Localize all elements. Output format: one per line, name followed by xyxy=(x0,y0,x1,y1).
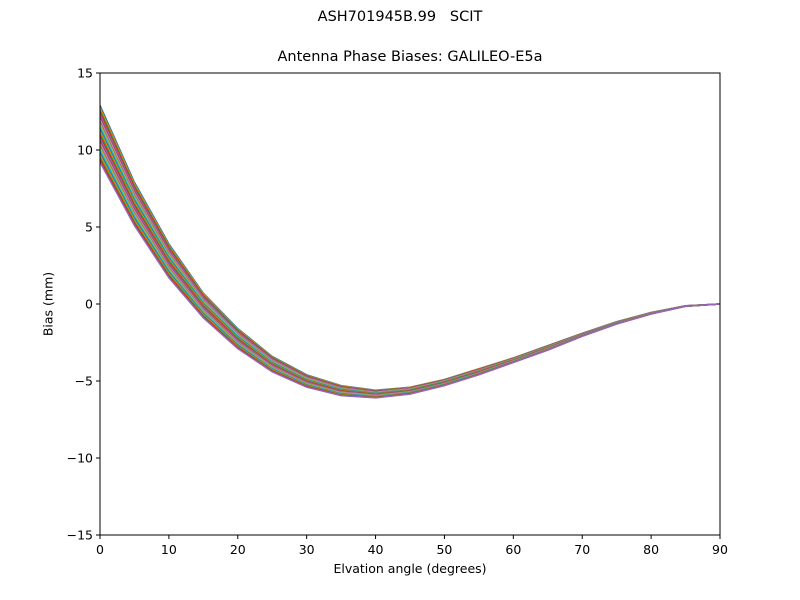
bias-series-line xyxy=(99,138,721,396)
x-tick: 40 xyxy=(368,535,384,557)
x-tick: 90 xyxy=(712,535,728,557)
x-tick: 0 xyxy=(96,535,104,557)
bias-series-line xyxy=(99,121,721,394)
bias-lines xyxy=(99,104,721,399)
bias-series-line xyxy=(99,107,721,392)
bias-series-line xyxy=(99,135,721,396)
bias-series-line xyxy=(99,109,721,392)
x-tick: 30 xyxy=(299,535,315,557)
x-axis-ticks: 0 10 20 30 40 50 60 70 80 90 xyxy=(96,535,728,557)
bias-series-line xyxy=(99,112,721,392)
y-axis-ticks: 15 10 5 0 −5 −10 −15 xyxy=(67,66,100,543)
bias-series-line xyxy=(99,133,721,395)
svg-text:0: 0 xyxy=(85,297,93,312)
y-tick: 5 xyxy=(85,220,100,235)
bias-series-line xyxy=(99,140,721,396)
y-tick: −15 xyxy=(67,528,100,543)
bias-series-line xyxy=(99,128,721,395)
bias-series-line xyxy=(99,147,721,397)
svg-text:50: 50 xyxy=(436,542,452,557)
x-tick: 70 xyxy=(574,535,590,557)
x-tick: 80 xyxy=(643,535,659,557)
bias-series-line xyxy=(99,104,721,391)
y-tick: 0 xyxy=(85,297,100,312)
bias-series-line xyxy=(99,152,721,398)
y-tick: 10 xyxy=(77,143,100,158)
x-tick: 10 xyxy=(161,535,177,557)
svg-text:80: 80 xyxy=(643,542,659,557)
bias-series-line xyxy=(99,131,721,395)
svg-text:30: 30 xyxy=(299,542,315,557)
figure-suptitle: ASH701945B.99 SCIT xyxy=(317,9,483,25)
svg-text:−10: −10 xyxy=(67,451,93,466)
y-tick: −10 xyxy=(67,451,100,466)
bias-series-line xyxy=(99,116,721,393)
bias-series-line xyxy=(99,150,721,398)
bias-series-line xyxy=(99,154,721,398)
svg-text:10: 10 xyxy=(77,143,93,158)
svg-text:20: 20 xyxy=(230,542,246,557)
svg-text:60: 60 xyxy=(505,542,521,557)
bias-series-line xyxy=(99,119,721,393)
svg-text:−15: −15 xyxy=(67,528,93,543)
svg-text:15: 15 xyxy=(77,66,93,81)
svg-text:90: 90 xyxy=(712,542,728,557)
bias-series-line xyxy=(99,145,721,397)
x-tick: 50 xyxy=(436,535,452,557)
y-tick: −5 xyxy=(75,374,100,389)
bias-series-line xyxy=(99,161,721,399)
svg-text:10: 10 xyxy=(161,542,177,557)
x-axis-label: Elvation angle (degrees) xyxy=(333,561,487,576)
svg-text:−5: −5 xyxy=(75,374,93,389)
svg-text:5: 5 xyxy=(85,220,93,235)
svg-text:70: 70 xyxy=(574,542,590,557)
svg-text:40: 40 xyxy=(368,542,384,557)
bias-series-line xyxy=(99,126,721,394)
bias-series-line xyxy=(99,142,721,397)
chart-title: Antenna Phase Biases: GALILEO-E5a xyxy=(277,49,543,65)
bias-series-line xyxy=(99,114,721,393)
x-tick: 20 xyxy=(230,535,246,557)
bias-series-line xyxy=(99,123,721,394)
y-tick: 15 xyxy=(77,66,100,81)
svg-text:0: 0 xyxy=(96,542,104,557)
x-tick: 60 xyxy=(505,535,521,557)
